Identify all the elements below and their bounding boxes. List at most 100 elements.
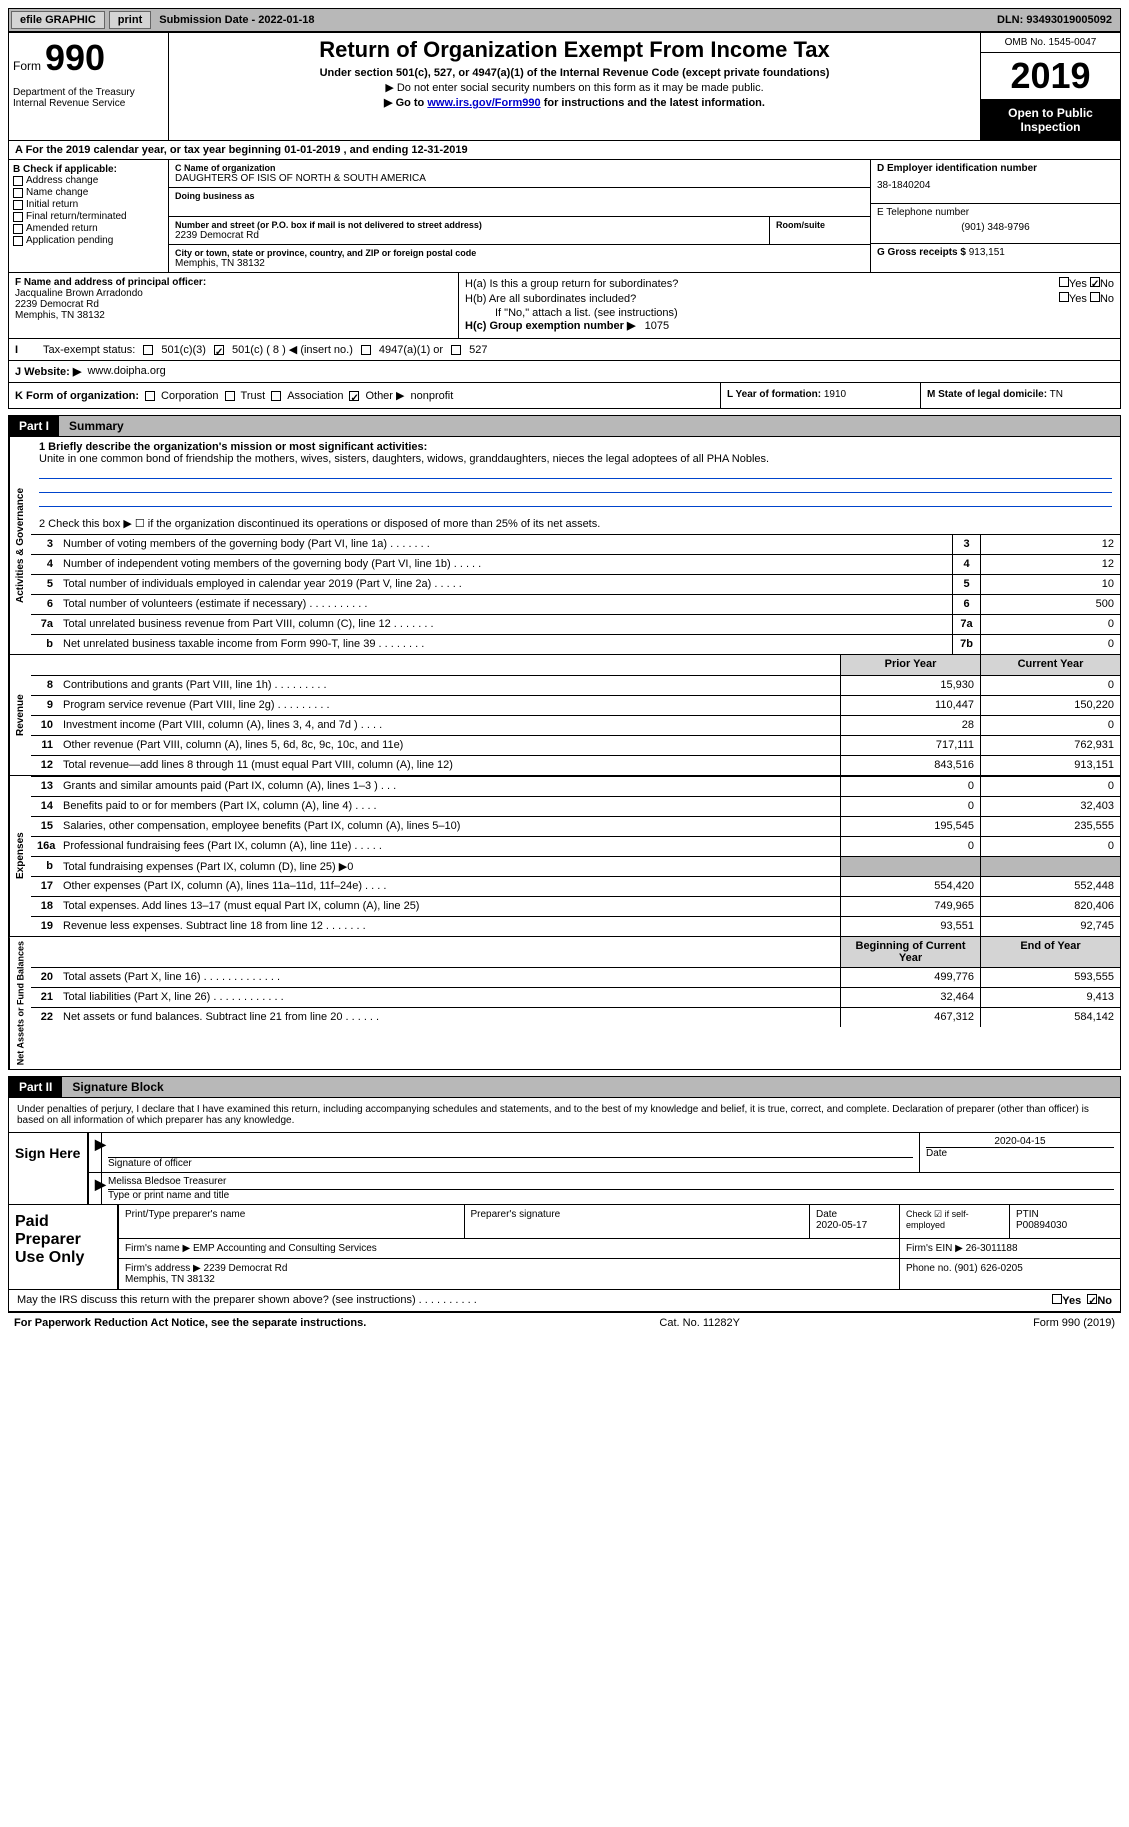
current-year-header: Current Year xyxy=(980,655,1120,675)
signature-intro: Under penalties of perjury, I declare th… xyxy=(8,1098,1121,1132)
org-name: DAUGHTERS OF ISIS OF NORTH & SOUTH AMERI… xyxy=(175,173,864,184)
may-yes[interactable] xyxy=(1052,1294,1062,1304)
table-row: 12 Total revenue—add lines 8 through 11 … xyxy=(31,755,1120,775)
ptin-value: P00894030 xyxy=(1016,1220,1114,1231)
form-subtitle: Under section 501(c), 527, or 4947(a)(1)… xyxy=(173,67,976,79)
check-name[interactable]: Name change xyxy=(13,187,164,198)
begin-year-header: Beginning of Current Year xyxy=(840,937,980,967)
firm-phone: (901) 626-0205 xyxy=(954,1263,1022,1274)
check-amended[interactable]: Amended return xyxy=(13,223,164,234)
table-row: 14 Benefits paid to or for members (Part… xyxy=(31,796,1120,816)
instruction-2: ▶ Go to www.irs.gov/Form990 for instruct… xyxy=(173,96,976,109)
check-assoc[interactable] xyxy=(271,391,281,401)
sign-here-section: Sign Here ▶ Signature of officer 2020-04… xyxy=(8,1132,1121,1205)
ein-label: D Employer identification number xyxy=(877,163,1114,174)
efile-label: efile GRAPHIC xyxy=(11,11,105,29)
firm-ein: 26-3011188 xyxy=(966,1243,1018,1254)
hb-yes[interactable] xyxy=(1059,292,1069,302)
prep-date: 2020-05-17 xyxy=(816,1220,893,1231)
table-row: 17 Other expenses (Part IX, column (A), … xyxy=(31,876,1120,896)
officer-name-title: Melissa Bledsoe Treasurer xyxy=(108,1176,1114,1190)
may-no[interactable] xyxy=(1087,1294,1097,1304)
section-fh: F Name and address of principal officer:… xyxy=(8,273,1121,339)
receipts-label: G Gross receipts $ xyxy=(877,247,966,258)
end-year-header: End of Year xyxy=(980,937,1120,967)
mission-text: Unite in one common bond of friendship t… xyxy=(39,453,1112,465)
instruction-1: ▶ Do not enter social security numbers o… xyxy=(173,81,976,94)
officer-addr2: Memphis, TN 38132 xyxy=(15,310,452,321)
city-value: Memphis, TN 38132 xyxy=(175,258,864,269)
print-button[interactable]: print xyxy=(109,11,151,29)
table-row: 6 Total number of volunteers (estimate i… xyxy=(31,594,1120,614)
part1-header: Part I Summary xyxy=(8,415,1121,437)
check-501c3[interactable] xyxy=(143,345,153,355)
street-label: Number and street (or P.O. box if mail i… xyxy=(175,220,763,230)
table-row: 22 Net assets or fund balances. Subtract… xyxy=(31,1007,1120,1027)
domicile-state: TN xyxy=(1050,389,1063,400)
table-row: b Net unrelated business taxable income … xyxy=(31,634,1120,654)
table-row: 13 Grants and similar amounts paid (Part… xyxy=(31,776,1120,796)
line-j: J Website: ▶ www.doipha.org xyxy=(8,361,1121,383)
preparer-section: Paid Preparer Use Only Print/Type prepar… xyxy=(8,1205,1121,1290)
dba-label: Doing business as xyxy=(175,191,864,201)
sig-officer-label: Signature of officer xyxy=(108,1158,913,1169)
may-discuss-row: May the IRS discuss this return with the… xyxy=(8,1290,1121,1312)
dln-number: DLN: 93493019005092 xyxy=(989,12,1120,28)
section-b-title: B Check if applicable: xyxy=(13,164,164,175)
ha-label: H(a) Is this a group return for subordin… xyxy=(465,278,678,290)
officer-addr1: 2239 Democrat Rd xyxy=(15,299,452,310)
check-address[interactable]: Address change xyxy=(13,175,164,186)
officer-label: F Name and address of principal officer: xyxy=(15,277,452,288)
line2-text: 2 Check this box ▶ ☐ if the organization… xyxy=(39,517,1112,530)
check-corp[interactable] xyxy=(145,391,155,401)
phone-label: E Telephone number xyxy=(877,207,1114,218)
hb-no[interactable] xyxy=(1090,292,1100,302)
street-value: 2239 Democrat Rd xyxy=(175,230,763,241)
ha-no[interactable] xyxy=(1090,277,1100,287)
city-label: City or town, state or province, country… xyxy=(175,248,864,258)
ha-yes[interactable] xyxy=(1059,277,1069,287)
table-row: 16a Professional fundraising fees (Part … xyxy=(31,836,1120,856)
check-final[interactable]: Final return/terminated xyxy=(13,211,164,222)
hc-value: 1075 xyxy=(645,320,669,332)
table-row: 7a Total unrelated business revenue from… xyxy=(31,614,1120,634)
table-row: 20 Total assets (Part X, line 16) . . . … xyxy=(31,967,1120,987)
type-name-label: Type or print name and title xyxy=(108,1190,1114,1201)
irs-link[interactable]: www.irs.gov/Form990 xyxy=(427,97,540,109)
submission-date: Submission Date - 2022-01-18 xyxy=(153,12,320,28)
form-label: Form xyxy=(13,59,41,73)
revenue-section: Revenue Prior Year Current Year 8 Contri… xyxy=(8,655,1121,776)
table-row: 3 Number of voting members of the govern… xyxy=(31,534,1120,554)
table-row: 15 Salaries, other compensation, employe… xyxy=(31,816,1120,836)
hb-label: H(b) Are all subordinates included? xyxy=(465,293,636,305)
table-row: 11 Other revenue (Part VIII, column (A),… xyxy=(31,735,1120,755)
check-527[interactable] xyxy=(451,345,461,355)
form-header: Form 990 Department of the Treasury Inte… xyxy=(8,32,1121,141)
line-k: K Form of organization: Corporation Trus… xyxy=(8,383,1121,409)
check-pending[interactable]: Application pending xyxy=(13,235,164,246)
date-label: Date xyxy=(926,1147,1114,1159)
prior-year-header: Prior Year xyxy=(840,655,980,675)
table-row: 9 Program service revenue (Part VIII, li… xyxy=(31,695,1120,715)
table-row: b Total fundraising expenses (Part IX, c… xyxy=(31,856,1120,876)
mission-label: 1 Briefly describe the organization's mi… xyxy=(39,441,1112,453)
firm-name: EMP Accounting and Consulting Services xyxy=(193,1243,377,1254)
phone-value: (901) 348-9796 xyxy=(877,222,1114,233)
line-i: I Tax-exempt status: 501(c)(3) 501(c) ( … xyxy=(8,339,1121,361)
check-other[interactable] xyxy=(349,391,359,401)
form-title: Return of Organization Exempt From Incom… xyxy=(173,37,976,63)
self-employed-check[interactable]: Check ☑ if self-employed xyxy=(900,1205,1010,1238)
check-initial[interactable]: Initial return xyxy=(13,199,164,210)
check-4947[interactable] xyxy=(361,345,371,355)
org-name-label: C Name of organization xyxy=(175,163,864,173)
check-trust[interactable] xyxy=(225,391,235,401)
form-number: 990 xyxy=(45,37,105,79)
hb-note: If "No," attach a list. (see instruction… xyxy=(465,307,1114,319)
table-row: 19 Revenue less expenses. Subtract line … xyxy=(31,916,1120,936)
top-bar: efile GRAPHIC print Submission Date - 20… xyxy=(8,8,1121,32)
table-row: 5 Total number of individuals employed i… xyxy=(31,574,1120,594)
check-501c[interactable] xyxy=(214,345,224,355)
formation-year: 1910 xyxy=(824,389,846,400)
ein-value: 38-1840204 xyxy=(877,180,1114,191)
sig-date: 2020-04-15 xyxy=(926,1136,1114,1147)
